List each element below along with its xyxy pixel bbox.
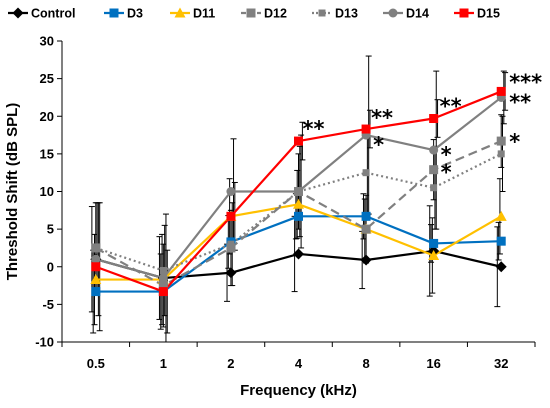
significance-marker: * — [441, 143, 452, 167]
data-point-d11 — [495, 210, 507, 221]
x-tick-label: 4 — [295, 356, 303, 371]
legend-item-d12: D12 — [241, 7, 287, 21]
series-markers — [90, 86, 507, 297]
legend-label: D15 — [477, 7, 500, 21]
significance-marker: ** — [371, 106, 393, 130]
legend-swatch-marker — [318, 9, 326, 17]
legend-item-d15: D15 — [454, 7, 500, 21]
legend: Control D3 D11 D12 D13 D14 D15 — [8, 7, 500, 21]
data-point-d14 — [294, 187, 303, 196]
x-tick-label: 8 — [362, 356, 369, 371]
data-point-control — [495, 261, 507, 273]
y-tick-label: -10 — [35, 335, 54, 350]
legend-swatch-marker — [12, 7, 24, 19]
data-point-d13 — [92, 244, 100, 252]
data-point-d3 — [91, 287, 101, 297]
data-point-d14 — [91, 254, 101, 264]
data-point-control — [225, 267, 237, 279]
significance-marker: ** — [509, 90, 531, 114]
x-tick-label: 2 — [227, 356, 234, 371]
data-point-d3 — [429, 238, 439, 248]
data-point-d12 — [226, 243, 236, 253]
significance-annotations: ** ************* — [303, 70, 543, 184]
data-point-d3 — [496, 236, 506, 246]
legend-label: D12 — [264, 7, 287, 21]
data-point-d14 — [429, 145, 439, 155]
significance-marker: ** — [440, 95, 462, 119]
legend-item-control: Control — [8, 7, 75, 21]
legend-label: Control — [31, 7, 75, 21]
data-point-d3 — [294, 211, 303, 221]
data-point-d13 — [430, 184, 438, 192]
data-point-d3 — [361, 211, 371, 221]
data-point-d11 — [293, 198, 304, 209]
legend-label: D14 — [406, 7, 429, 21]
data-point-d15 — [496, 86, 506, 96]
data-point-d14 — [226, 187, 236, 196]
y-tick-label: 10 — [40, 184, 54, 199]
data-point-d11 — [428, 249, 440, 260]
y-axis-title: Threshold Shift (dB SPL) — [4, 103, 21, 281]
data-point-d12 — [496, 136, 506, 146]
y-tick-label: -5 — [42, 297, 54, 312]
data-point-d15 — [361, 124, 371, 134]
data-point-d15 — [429, 114, 439, 124]
data-point-d15 — [91, 262, 101, 272]
y-tick-label: 5 — [47, 222, 54, 237]
legend-swatch-marker — [174, 7, 186, 18]
data-point-d13 — [362, 169, 370, 177]
data-point-d11 — [90, 274, 102, 285]
legend-item-d14: D14 — [383, 7, 429, 21]
significance-marker: *** — [509, 70, 542, 94]
legend-swatch-marker — [459, 8, 469, 18]
significance-marker: * — [509, 130, 520, 154]
y-tick-label: 25 — [40, 71, 54, 86]
legend-item-d3: D3 — [104, 7, 143, 21]
data-point-d15 — [158, 287, 168, 297]
significance-marker: * — [441, 161, 452, 185]
y-tick-label: 20 — [40, 109, 54, 124]
data-point-d12 — [361, 224, 371, 234]
data-point-d13 — [227, 240, 235, 248]
data-point-d13 — [497, 150, 505, 158]
data-point-d15 — [294, 136, 303, 146]
data-point-d15 — [226, 211, 236, 221]
legend-label: D13 — [335, 7, 358, 21]
legend-swatch-marker — [388, 8, 398, 18]
legend-label: D3 — [127, 7, 143, 21]
y-tick-label: 0 — [47, 259, 54, 274]
data-point-control — [360, 254, 372, 266]
x-axis-title: Frequency (kHz) — [240, 382, 357, 399]
x-tick-label: 1 — [160, 356, 167, 371]
data-point-d13 — [159, 267, 167, 275]
x-tick-label: 16 — [426, 356, 440, 371]
legend-label: D11 — [193, 7, 215, 21]
y-tick-label: 30 — [40, 34, 54, 49]
data-point-control — [293, 248, 304, 260]
legend-swatch-marker — [246, 8, 256, 18]
y-tick-label: 15 — [40, 146, 54, 161]
legend-swatch-marker — [109, 8, 119, 18]
data-point-d12 — [429, 165, 439, 175]
data-point-d14 — [158, 273, 168, 283]
x-tick-label: 32 — [494, 356, 508, 371]
x-ticks: 0.5 1 2 4 8 16 32 — [61, 342, 536, 371]
x-tick-label: 0.5 — [87, 356, 105, 371]
significance-marker: ** — [303, 117, 325, 141]
y-ticks: -10 -5 0 5 10 15 20 25 30 — [35, 34, 62, 350]
legend-item-d13: D13 — [312, 7, 358, 21]
legend-item-d11: D11 — [170, 7, 215, 21]
significance-marker: * — [373, 133, 384, 157]
data-point-d12 — [158, 281, 168, 291]
